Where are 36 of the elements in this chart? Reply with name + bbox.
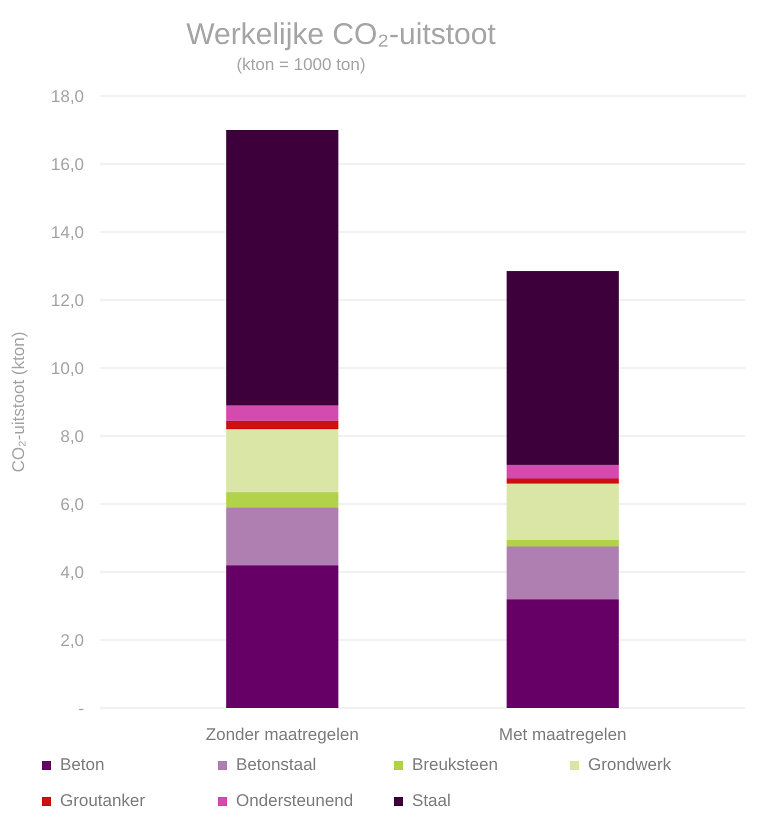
y-tick-label: 12,0 xyxy=(50,290,84,310)
legend-label: Groutanker xyxy=(60,791,146,810)
chart-subtitle: (kton = 1000 ton) xyxy=(236,55,366,74)
bar xyxy=(506,484,619,540)
bar xyxy=(506,546,619,600)
bar xyxy=(226,405,338,421)
y-tick-label: 8,0 xyxy=(60,426,84,446)
x-tick-label: Zonder maatregelen xyxy=(206,725,359,744)
y-tick-label: - xyxy=(78,698,84,718)
y-axis-title: CO₂-uitstoot (kton) xyxy=(9,332,28,472)
y-tick-label: 18,0 xyxy=(50,86,84,106)
bar xyxy=(506,271,619,465)
legend-label: Staal xyxy=(412,791,451,810)
bar xyxy=(226,420,338,430)
bar xyxy=(226,507,338,566)
bar xyxy=(506,599,619,708)
bar xyxy=(506,464,619,478)
legend-label: Beton xyxy=(60,755,104,774)
chart-title: Werkelijke CO₂-uitstoot xyxy=(186,18,496,51)
y-tick-label: 16,0 xyxy=(50,154,84,174)
y-tick-label: 14,0 xyxy=(50,222,84,242)
y-tick-label: 10,0 xyxy=(50,358,84,378)
legend-label: Breuksteen xyxy=(412,755,498,774)
y-tick-label: 4,0 xyxy=(60,562,84,582)
bar xyxy=(226,130,338,406)
bar xyxy=(506,478,619,484)
bar xyxy=(226,565,338,708)
x-tick-label: Met maatregelen xyxy=(498,725,627,744)
bar xyxy=(226,492,338,508)
bar xyxy=(226,429,338,492)
legend-label: Grondwerk xyxy=(588,755,672,774)
y-tick-label: 2,0 xyxy=(60,630,84,650)
bar xyxy=(506,540,619,546)
y-tick-label: 6,0 xyxy=(60,494,84,514)
legend-label: Ondersteunend xyxy=(236,791,354,810)
legend-label: Betonstaal xyxy=(236,755,316,774)
